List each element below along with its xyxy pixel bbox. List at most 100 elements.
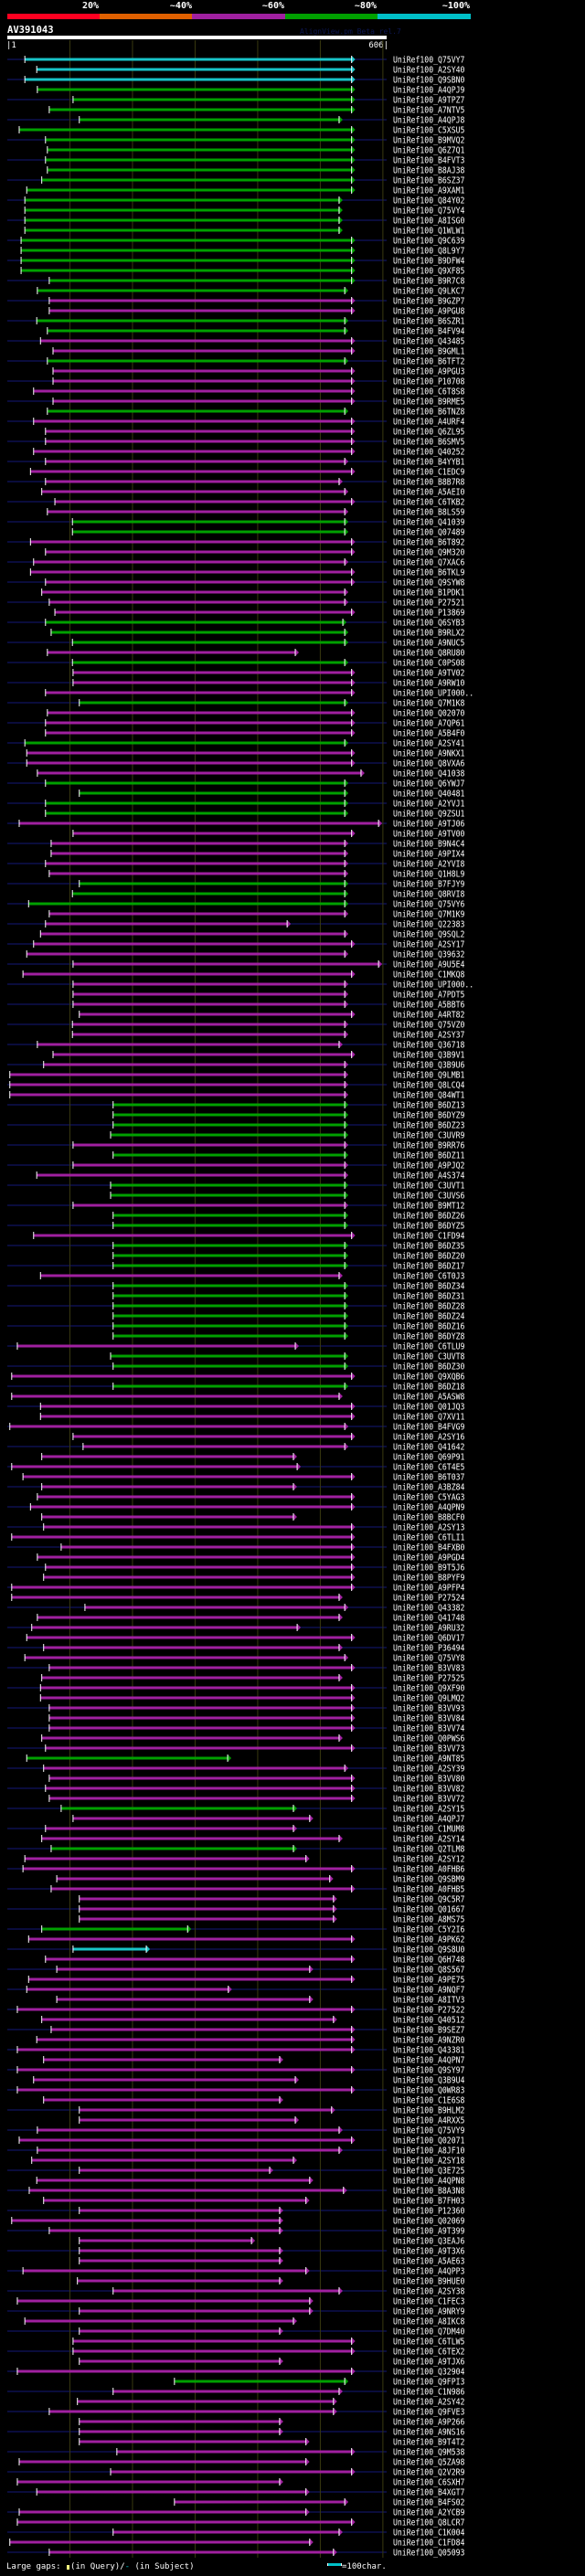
hit-label[interactable]: UniRef100_Q41039 xyxy=(393,518,464,528)
hit-label[interactable]: UniRef100_B6T037 xyxy=(393,1473,464,1483)
hit-label[interactable]: UniRef100_B7FH03 xyxy=(393,2197,464,2207)
hit-row[interactable]: UniRef100_A2SY15 xyxy=(60,1805,465,1815)
hit-row[interactable]: UniRef100_B6DZ16 xyxy=(112,1322,465,1332)
hit-row[interactable]: UniRef100_P12360 xyxy=(79,2207,465,2217)
hit-label[interactable]: UniRef100_Q9XQB6 xyxy=(393,1373,464,1383)
hit-label[interactable]: UniRef100_A9NRY9 xyxy=(393,2307,464,2317)
hit-row[interactable]: UniRef100_Q69P91 xyxy=(41,1453,465,1463)
hit-label[interactable]: UniRef100_A9NUC5 xyxy=(393,639,464,649)
hit-row[interactable]: UniRef100_A9TJX6 xyxy=(79,2358,465,2368)
hit-row[interactable]: UniRef100_Q75VY7 xyxy=(24,56,464,66)
hit-label[interactable]: UniRef100_B6TKL9 xyxy=(393,568,464,578)
hit-label[interactable]: UniRef100_A9NKX1 xyxy=(393,749,464,759)
hit-row[interactable]: UniRef100_A9TJ06 xyxy=(18,820,464,830)
hit-label[interactable]: UniRef100_A9PE75 xyxy=(393,1976,464,1986)
hit-row[interactable]: UniRef100_Q6Z7Q1 xyxy=(47,146,465,156)
hit-row[interactable]: UniRef100_Q8S567 xyxy=(56,1966,464,1976)
hit-label[interactable]: UniRef100_C3UVS6 xyxy=(393,1192,464,1202)
hit-row[interactable]: UniRef100_B4YYB1 xyxy=(45,458,465,468)
hit-row[interactable]: UniRef100_Q02070 xyxy=(47,709,465,719)
hit-row[interactable]: UniRef100_A0FHB5 xyxy=(50,1885,464,1895)
hit-label[interactable]: UniRef100_B3VV74 xyxy=(393,1724,464,1734)
hit-row[interactable]: UniRef100_Q3B9U4 xyxy=(33,2076,465,2086)
hit-label[interactable]: UniRef100_Q75VY4 xyxy=(393,207,464,217)
hit-row[interactable]: UniRef100_B1PDK1 xyxy=(41,588,465,599)
hit-row[interactable]: UniRef100_Q41642 xyxy=(82,1443,465,1453)
hit-label[interactable]: UniRef100_Q07489 xyxy=(393,528,464,538)
hit-label[interactable]: UniRef100_A7QP61 xyxy=(393,719,464,729)
hit-row[interactable]: UniRef100_P10708 xyxy=(52,377,464,387)
hit-row[interactable]: UniRef100_B4FXB0 xyxy=(60,1543,465,1553)
hit-row[interactable]: UniRef100_Q43485 xyxy=(39,337,464,347)
hit-row[interactable]: UniRef100_Q9SQL2 xyxy=(39,930,464,940)
hit-label[interactable]: UniRef100_C6T8S8 xyxy=(393,387,464,398)
hit-row[interactable]: UniRef100_A5BBT6 xyxy=(72,1001,464,1011)
hit-row[interactable]: UniRef100_A9PE75 xyxy=(27,1976,464,1986)
hit-row[interactable]: UniRef100_Q6SYB3 xyxy=(45,619,465,629)
hit-label[interactable]: UniRef100_Q7XAC6 xyxy=(393,558,464,568)
hit-row[interactable]: UniRef100_C5XSU5 xyxy=(18,126,464,136)
hit-row[interactable]: UniRef100_Q3E725 xyxy=(79,2167,465,2177)
hit-row[interactable]: UniRef100_C3UVR9 xyxy=(110,1131,464,1141)
hit-row[interactable]: UniRef100_B6DZ30 xyxy=(112,1362,465,1373)
hit-row[interactable]: UniRef100_B6DZ34 xyxy=(112,1282,465,1292)
hit-label[interactable]: UniRef100_Q43381 xyxy=(393,2046,464,2056)
hit-label[interactable]: UniRef100_B9R7C8 xyxy=(393,277,464,287)
hit-label[interactable]: UniRef100_Q3E725 xyxy=(393,2167,464,2177)
hit-label[interactable]: UniRef100_Q9LKC7 xyxy=(393,287,464,297)
hit-row[interactable]: UniRef100_A9XAM1 xyxy=(26,186,464,196)
hit-label[interactable]: UniRef100_B6DZ28 xyxy=(393,1302,464,1312)
hit-row[interactable]: UniRef100_Q2TLM8 xyxy=(50,1845,464,1855)
hit-label[interactable]: UniRef100_P27525 xyxy=(393,1674,464,1684)
hit-label[interactable]: UniRef100_A4S374 xyxy=(393,1171,464,1182)
hit-row[interactable]: UniRef100_B9MT12 xyxy=(72,1202,464,1212)
hit-row[interactable]: UniRef100_A4RXX5 xyxy=(79,2116,465,2126)
hit-row[interactable]: UniRef100_Q84WT1 xyxy=(9,1091,465,1101)
hit-row[interactable]: UniRef100_B6DZ28 xyxy=(112,1302,465,1312)
hit-label[interactable]: UniRef100_C1FD94 xyxy=(393,1232,464,1242)
hit-label[interactable]: UniRef100_A9TV02 xyxy=(393,669,464,679)
hit-row[interactable]: UniRef100_B9HUE0 xyxy=(77,2277,465,2287)
hit-label[interactable]: UniRef100_C6T4E5 xyxy=(393,1463,464,1473)
hit-label[interactable]: UniRef100_Q43485 xyxy=(393,337,464,347)
hit-label[interactable]: UniRef100_B6DZ24 xyxy=(393,1312,464,1322)
hit-row[interactable]: UniRef100_A9TV00 xyxy=(72,830,464,840)
hit-label[interactable]: UniRef100_A4RT82 xyxy=(393,1011,464,1021)
hit-label[interactable]: UniRef100_B8B7R8 xyxy=(393,478,464,488)
hit-label[interactable]: UniRef100_B6DZ20 xyxy=(393,1252,464,1262)
hit-row[interactable]: UniRef100_A5B4F0 xyxy=(45,729,465,739)
hit-row[interactable]: UniRef100_Q9LMB1 xyxy=(9,1071,465,1081)
hit-label[interactable]: UniRef100_B3VV73 xyxy=(393,1744,464,1754)
hit-row[interactable]: UniRef100_Q05093 xyxy=(48,2549,465,2559)
hit-label[interactable]: UniRef100_B4FVG9 xyxy=(393,1423,464,1433)
hit-label[interactable]: UniRef100_C5YAG3 xyxy=(393,1493,464,1503)
hit-label[interactable]: UniRef100_Q6DV17 xyxy=(393,1634,464,1644)
hit-row[interactable]: UniRef100_Q7XAC6 xyxy=(33,558,465,568)
hit-row[interactable]: UniRef100_B6TFT2 xyxy=(47,357,465,367)
hit-label[interactable]: UniRef100_Q6H748 xyxy=(393,1956,464,1966)
hit-row[interactable]: UniRef100_Q1H8L9 xyxy=(48,870,465,880)
hit-row[interactable]: UniRef100_A9PGD4 xyxy=(37,1553,465,1564)
hit-row[interactable]: UniRef100_A9PJQ2 xyxy=(72,1161,464,1171)
hit-label[interactable]: UniRef100_Q9FPI3 xyxy=(393,2378,464,2388)
hit-row[interactable]: UniRef100_Q9FVE3 xyxy=(48,2408,465,2418)
hit-label[interactable]: UniRef100_C1N986 xyxy=(393,2388,464,2398)
hit-label[interactable]: UniRef100_B9HUE0 xyxy=(393,2277,464,2287)
hit-row[interactable]: UniRef100_C6SXH7 xyxy=(16,2478,464,2488)
hit-row[interactable]: UniRef100_C1MKQ8 xyxy=(22,970,464,981)
hit-label[interactable]: UniRef100_C0PS08 xyxy=(393,659,464,669)
hit-row[interactable]: UniRef100_C6T4E5 xyxy=(11,1463,465,1473)
hit-row[interactable]: UniRef100_B6SZ37 xyxy=(41,176,465,186)
hit-label[interactable]: UniRef100_B6DYZ8 xyxy=(393,1332,464,1342)
hit-row[interactable]: UniRef100_B6T892 xyxy=(29,538,464,548)
hit-label[interactable]: UniRef100_B9RLX2 xyxy=(393,629,464,639)
hit-label[interactable]: UniRef100_A9U5E4 xyxy=(393,960,464,970)
hit-row[interactable]: UniRef100_B6DYZ8 xyxy=(112,1332,465,1342)
hit-label[interactable]: UniRef100_B4FV94 xyxy=(393,327,464,337)
hit-label[interactable]: UniRef100_P27521 xyxy=(393,599,464,609)
hit-label[interactable]: UniRef100_B4FVT3 xyxy=(393,156,464,166)
hit-row[interactable]: UniRef100_A2SY41 xyxy=(24,739,464,749)
hit-row[interactable]: UniRef100_C5YAG3 xyxy=(37,1493,465,1503)
hit-row[interactable]: UniRef100_P27522 xyxy=(16,2006,464,2016)
hit-row[interactable]: UniRef100_B8BCF0 xyxy=(41,1513,465,1523)
